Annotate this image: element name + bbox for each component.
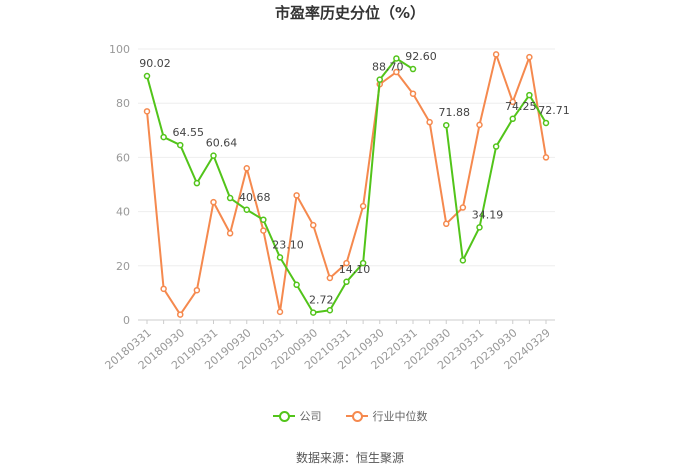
company-data-point	[526, 91, 533, 99]
company-data-label: 72.71	[538, 104, 570, 117]
industry-median-data-point	[343, 259, 350, 267]
industry-median-data-point	[143, 108, 151, 115]
company-data-point	[509, 115, 516, 123]
company-data-point	[409, 65, 417, 73]
industry-median-data-point	[243, 164, 250, 172]
company-series-line	[445, 94, 547, 262]
series-lines	[143, 51, 550, 318]
legend-label-company: 公司	[299, 410, 322, 423]
legend-item-industry-median[interactable]: 行业中位数	[345, 408, 428, 424]
industry-median-data-point	[509, 98, 516, 106]
company-data-point	[193, 179, 201, 187]
company-data-point	[177, 141, 184, 149]
company-series-line	[146, 57, 414, 314]
company-data-point	[393, 55, 400, 62]
company-data-point	[459, 257, 467, 264]
y-tick-label: 60	[116, 151, 130, 164]
industry-median-data-point	[326, 274, 334, 282]
industry-median-data-point	[160, 285, 167, 293]
y-tick-label: 100	[109, 43, 130, 56]
company-data-label: 71.88	[439, 106, 471, 119]
company-data-label: 40.68	[239, 191, 271, 204]
legend-swatch-company-icon	[272, 410, 295, 422]
company-data-label: 23.10	[272, 238, 304, 251]
legend-item-company[interactable]: 公司	[272, 408, 322, 424]
company-data-label: 34.19	[472, 208, 504, 221]
industry-median-data-point	[260, 227, 267, 234]
company-data-point	[492, 143, 500, 150]
legend-swatch-industry-icon	[345, 410, 368, 422]
y-tick-label: 80	[116, 97, 130, 110]
company-data-point	[443, 121, 450, 129]
industry-median-data-point	[293, 192, 300, 199]
industry-median-data-point	[276, 308, 284, 316]
company-data-point	[143, 72, 151, 80]
company-data-label: 14.10	[339, 263, 371, 276]
industry-median-data-point	[177, 311, 184, 318]
industry-median-data-point	[459, 204, 467, 211]
company-data-label: 74.25	[505, 100, 537, 113]
industry-median-data-point	[526, 53, 533, 61]
company-data-point	[276, 254, 284, 261]
company-data-point	[359, 259, 367, 267]
company-data-point	[260, 216, 267, 223]
company-data-point	[243, 206, 250, 214]
company-data-label: 64.55	[173, 126, 205, 139]
company-data-label: 2.72	[309, 294, 334, 307]
company-data-point	[343, 278, 350, 286]
company-data-point	[210, 152, 217, 159]
industry-median-data-point	[492, 51, 500, 58]
industry-median-data-point	[393, 68, 400, 76]
company-data-point	[160, 133, 167, 141]
legend: 公司 行业中位数	[0, 408, 700, 424]
y-tick-label: 20	[116, 260, 130, 273]
company-data-point	[542, 119, 550, 127]
company-data-point	[310, 309, 317, 316]
company-data-label: 60.64	[206, 137, 238, 150]
company-data-point	[326, 306, 334, 314]
company-data-label: 90.02	[139, 57, 171, 70]
industry-median-data-point	[409, 90, 417, 97]
company-data-point	[476, 224, 483, 231]
chart-title: 市盈率历史分位（%）	[274, 4, 426, 22]
company-data-label: 92.60	[405, 50, 437, 63]
industry-median-data-point	[443, 220, 450, 228]
industry-median-data-point	[226, 230, 234, 237]
data-source: 数据来源：恒生聚源	[295, 451, 404, 465]
company-data-label: 88.70	[372, 61, 404, 74]
legend-label-industry-median: 行业中位数	[372, 410, 428, 423]
industry-median-data-point	[359, 202, 367, 210]
industry-median-data-point	[542, 154, 550, 161]
y-tick-label: 40	[116, 206, 130, 219]
company-data-point	[293, 281, 300, 289]
industry-median-data-point	[310, 221, 317, 229]
company-data-point	[376, 76, 383, 83]
industry-median-data-point	[426, 118, 433, 126]
company-data-point	[226, 194, 234, 202]
industry-median-data-point	[210, 198, 217, 206]
industry-median-data-point	[476, 121, 483, 129]
industry-median-data-point	[193, 286, 201, 294]
y-tick-label: 0	[123, 314, 130, 327]
